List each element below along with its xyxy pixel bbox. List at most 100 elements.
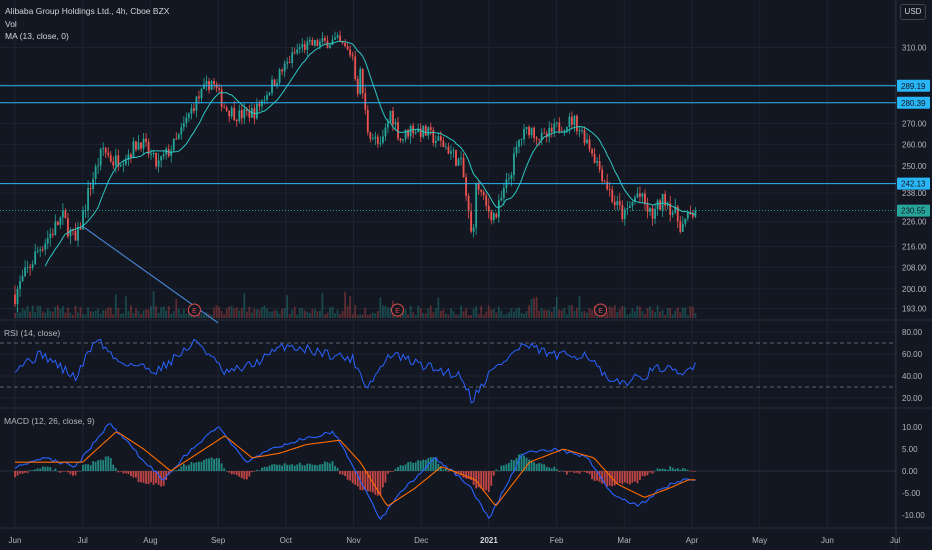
candle-body [525,126,528,130]
volume-bar [175,298,178,318]
volume-bar [215,305,218,318]
candle-body [137,142,140,150]
candle-body [273,79,276,86]
volume-bar [157,312,160,318]
volume-bar [278,313,281,318]
macd-histogram-bar [19,471,21,474]
macd-histogram-bar [586,471,588,473]
candle-body [107,152,110,156]
candle-body [439,136,442,141]
macd-histogram-bar [182,463,185,471]
candle-body [676,206,679,222]
level-price-tag: 289.19 [901,82,926,91]
macd-histogram-bar [573,471,576,474]
candle-body [382,136,384,143]
volume-label: Vol [5,19,17,29]
candle-body [427,127,430,136]
volume-bar [235,307,238,318]
candle-body [152,153,155,155]
volume-bar [565,314,568,318]
chart-title: Alibaba Group Holdings Ltd., 4h, Cboe BZ… [5,6,170,16]
candle-body [691,214,694,217]
volume-bar [102,310,105,318]
candle-body [626,208,629,210]
price-axis-tick: 238.00 [902,189,927,198]
macd-histogram-bar [626,471,629,484]
macd-histogram-bar [588,471,591,475]
candle-body [44,243,47,250]
macd-histogram-bar [34,469,37,471]
candle-body [243,108,246,119]
macd-histogram-bar [245,471,248,480]
volume-bar [276,310,278,318]
volume-bar [455,314,457,318]
macd-histogram-bar [445,468,447,471]
volume-bar [132,312,135,318]
candle-body [155,153,158,167]
macd-histogram-bar [321,463,324,471]
macd-histogram-bar [644,471,646,477]
candle-body [455,150,457,166]
candle-body [175,138,178,140]
macd-histogram-bar [59,471,62,473]
candle-body [213,81,215,85]
macd-histogram-bar [261,467,263,471]
candle-body [576,115,578,132]
volume-bar [475,306,478,318]
volume-bar [429,305,432,318]
currency-button[interactable]: USD [900,4,926,20]
candle-body [87,188,89,211]
macd-histogram-bar [631,471,634,483]
macd-histogram-bar [346,471,349,480]
macd-histogram-bar [124,471,127,474]
macd-histogram-bar [41,466,44,471]
macd-histogram-bar [203,459,205,471]
volume-bar [74,305,77,318]
volume-bar [172,311,175,318]
macd-histogram-bar [319,464,321,471]
macd-histogram-bar [533,462,536,471]
macd-histogram-bar [550,468,553,471]
macd-histogram-bar [649,471,651,473]
volume-bar [681,307,684,318]
macd-histogram-bar [407,462,410,471]
macd-histogram-bar [475,471,478,489]
candle-body [104,148,107,153]
time-axis-label: Mar [617,536,631,545]
candle-body [69,229,72,237]
candle-body [419,128,422,137]
candle-body [616,201,619,206]
time-axis-label: Sep [211,536,226,545]
volume-bar [422,313,425,318]
volume-bar [447,314,450,318]
candle-body [681,223,684,232]
candle-body [97,165,100,167]
macd-histogram-bar [545,466,548,471]
macd-histogram-bar [215,457,218,471]
macd-histogram-bar [205,458,208,471]
candle-body [278,69,281,83]
volume-bar [434,308,437,318]
macd-axis-tick: 0.00 [902,467,918,476]
rsi-axis-tick: 60.00 [902,350,923,359]
volume-bar [140,314,142,318]
macd-histogram-bar [618,471,621,484]
macd-histogram-bar [286,464,289,471]
candle-body [67,218,69,237]
level-price-tag-bg [897,177,930,190]
macd-histogram-bar [92,461,95,471]
volume-bar [465,308,467,318]
volume-bar [162,306,165,318]
macd-histogram-bar [64,471,67,472]
candle-body [64,210,67,219]
candle-body [631,201,634,206]
candle-body [31,264,34,268]
candle-body [281,69,284,72]
rsi-label: RSI (14, close) [4,328,61,338]
candle-body [417,128,420,133]
candle-body [523,129,525,140]
volume-bar [649,306,651,318]
candle-body [248,110,251,118]
macd-histogram-bar [571,471,573,472]
candle-body [392,110,394,125]
